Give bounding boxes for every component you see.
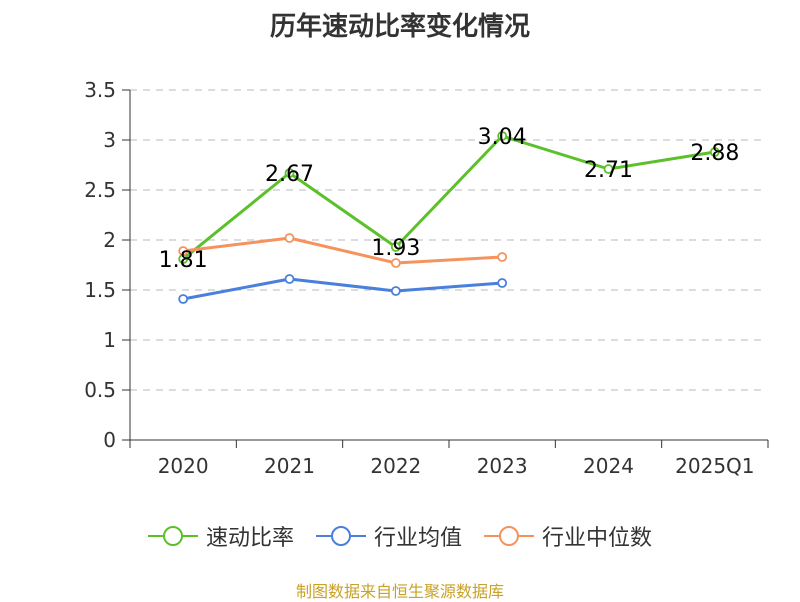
data-point — [390, 286, 401, 296]
x-tick-label: 2023 — [477, 454, 528, 478]
data-point — [709, 147, 720, 157]
y-tick-label: 1.5 — [84, 278, 116, 302]
data-point — [178, 246, 189, 256]
source-note: 制图数据来自恒生聚源数据库 — [295, 582, 504, 601]
legend-item-industry-median[interactable]: 行业中位数 — [484, 520, 652, 552]
data-point — [497, 131, 508, 141]
data-point — [497, 278, 508, 288]
legend-label-quick-ratio: 速动比率 — [205, 526, 294, 551]
legend-marker-quick-ratio-icon — [147, 524, 198, 548]
legend-item-industry-mean[interactable]: 行业均值 — [315, 520, 462, 552]
legend-label-industry-mean: 行业均值 — [373, 526, 462, 551]
series-line-2 — [182, 236, 503, 265]
series-line-0 — [182, 134, 716, 261]
data-label: 3.04 — [478, 125, 527, 150]
y-tick-label: 0 — [103, 428, 116, 452]
data-label: 2.88 — [690, 141, 739, 166]
chart-title: 历年速动比率变化情况 — [269, 12, 530, 42]
data-point — [284, 274, 295, 284]
x-tick-label: 2020 — [158, 454, 209, 478]
y-tick-label: 3.5 — [84, 78, 116, 102]
data-point — [284, 233, 295, 243]
x-tick-label: 2021 — [264, 454, 315, 478]
data-label: 1.81 — [159, 248, 208, 273]
legend-marker-industry-median-icon — [484, 524, 534, 548]
series-line-1 — [182, 277, 503, 301]
x-tick-label: 2025Q1 — [675, 454, 754, 478]
y-tick-label: 2 — [103, 228, 116, 252]
legend: 速动比率 行业均值 行业中位数 — [0, 520, 800, 552]
data-point — [284, 168, 295, 178]
data-point — [390, 242, 401, 252]
x-tick-label: 2022 — [370, 454, 421, 478]
data-label: 1.93 — [371, 236, 420, 261]
data-label: 2.67 — [265, 162, 314, 187]
data-point — [603, 164, 614, 174]
y-tick-label: 0.5 — [84, 378, 116, 402]
y-tick-label: 1 — [103, 328, 116, 352]
legend-marker-industry-mean-icon — [315, 524, 366, 548]
legend-label-industry-median: 行业中位数 — [542, 526, 653, 551]
data-point — [178, 294, 189, 304]
data-label: 2.71 — [584, 158, 633, 183]
y-tick-label: 3 — [103, 128, 116, 152]
legend-item-quick-ratio[interactable]: 速动比率 — [147, 520, 294, 552]
y-tick-label: 2.5 — [84, 178, 116, 202]
data-point — [390, 258, 401, 268]
x-tick-label: 2024 — [583, 454, 634, 478]
data-point — [497, 252, 508, 262]
